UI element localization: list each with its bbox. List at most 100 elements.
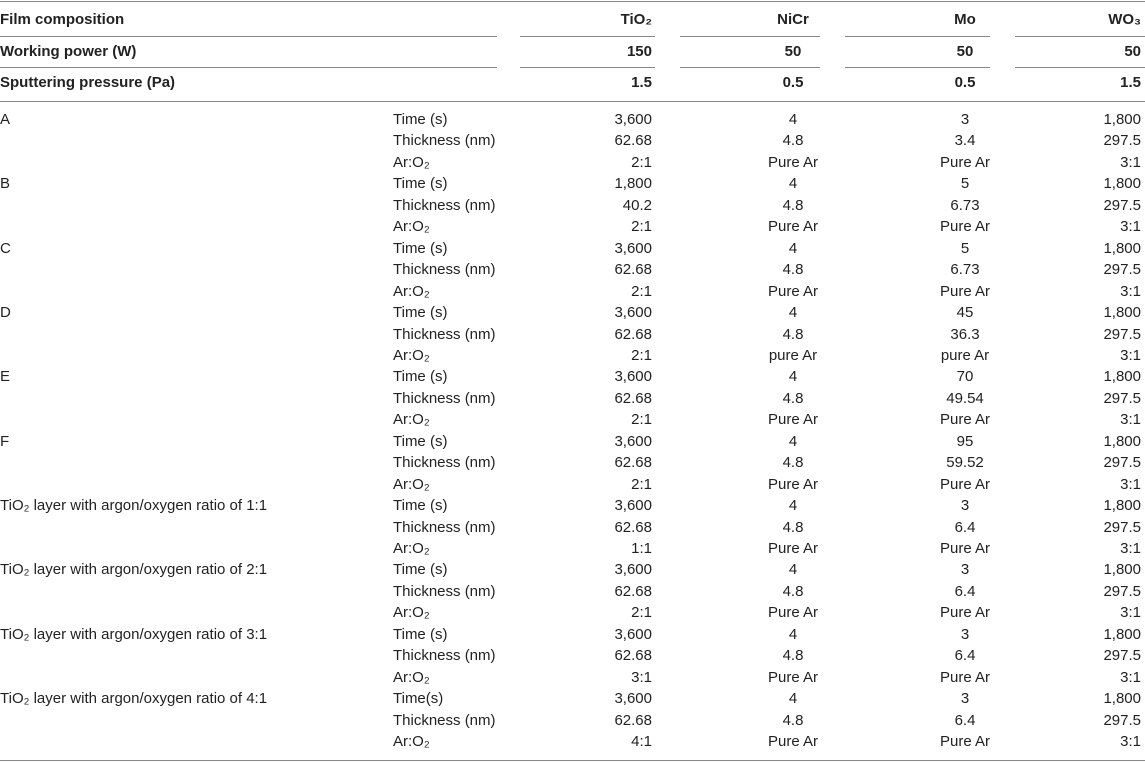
group-label: E <box>0 368 11 386</box>
value-cell: 4 <box>788 304 798 322</box>
value-cell: pure Ar <box>768 346 818 364</box>
parameter-label: Thickness (nm) <box>393 582 496 600</box>
value-cell: 4 <box>788 175 798 193</box>
value-cell: 3,600 <box>614 111 652 128</box>
value-cell: 3,600 <box>614 239 652 257</box>
value-cell: 297.5 <box>1103 196 1141 214</box>
header-label: Working power (W) <box>0 43 137 60</box>
parameter-label: Ar:O₂ <box>393 604 430 622</box>
value-cell: Pure Ar <box>767 218 819 236</box>
value-cell: 6.4 <box>954 711 976 729</box>
parameter-label: Thickness (nm) <box>393 261 496 279</box>
value-cell: 59.52 <box>946 454 984 472</box>
value-cell: 1,800 <box>1103 368 1141 386</box>
value-cell: 6.4 <box>954 647 976 665</box>
group-label: A <box>0 111 11 128</box>
parameter-label: Thickness (nm) <box>393 711 496 729</box>
value-cell: 297.5 <box>1103 454 1141 472</box>
value-cell: Pure Ar <box>939 604 991 622</box>
value-cell: Pure Ar <box>767 668 819 686</box>
value-cell: 36.3 <box>950 325 980 343</box>
value-cell: 4.8 <box>782 389 804 407</box>
header-cell: 1.5 <box>1120 74 1141 91</box>
value-cell: Pure Ar <box>939 668 991 686</box>
rule-line <box>520 36 655 37</box>
value-cell: 3,600 <box>614 561 652 579</box>
parameter-label: Ar:O₂ <box>393 411 430 429</box>
parameter-label: Thickness (nm) <box>393 389 496 407</box>
value-cell: 3 <box>960 111 970 128</box>
value-cell: Pure Ar <box>767 282 819 300</box>
value-cell: Pure Ar <box>767 733 819 751</box>
value-cell: Pure Ar <box>767 475 819 493</box>
value-cell: 95 <box>956 432 974 450</box>
header-cell: 50 <box>784 43 802 60</box>
rule-line <box>680 36 820 37</box>
value-cell: 6.73 <box>950 261 980 279</box>
header-cell: NiCr <box>777 11 809 28</box>
value-cell: Pure Ar <box>939 540 991 557</box>
header-cell: TiO₂ <box>620 11 652 28</box>
parameter-label: Thickness (nm) <box>393 132 496 150</box>
parameter-label: Ar:O₂ <box>393 218 430 236</box>
value-cell: 62.68 <box>614 389 652 407</box>
value-cell: 1,800 <box>1103 304 1141 322</box>
value-cell: 297.5 <box>1103 582 1141 600</box>
parameter-label: Time (s) <box>393 625 448 643</box>
rule-line <box>680 67 820 68</box>
value-cell: 4 <box>788 561 798 579</box>
header-cell: Mo <box>954 11 976 28</box>
value-cell: 62.68 <box>614 132 652 150</box>
value-cell: 3,600 <box>614 368 652 386</box>
value-cell: 4:1 <box>631 733 652 751</box>
value-cell: 4.8 <box>782 582 804 600</box>
parameter-label: Ar:O₂ <box>393 475 430 493</box>
parameter-label: Time (s) <box>393 432 448 450</box>
value-cell: 4.8 <box>782 261 804 279</box>
value-cell: 3:1 <box>1120 733 1141 751</box>
value-cell: 1,800 <box>1103 175 1141 193</box>
parameter-label: Thickness (nm) <box>393 647 496 665</box>
value-cell: Pure Ar <box>767 604 819 622</box>
header-label: Sputtering pressure (Pa) <box>0 74 176 91</box>
header-cell: 1.5 <box>631 74 652 91</box>
value-cell: 1,800 <box>1103 239 1141 257</box>
group-label: F <box>0 432 10 450</box>
value-cell: 5 <box>960 239 970 257</box>
value-cell: 4.8 <box>782 196 804 214</box>
parameter-label: Ar:O₂ <box>393 668 430 686</box>
value-cell: 2:1 <box>631 153 652 171</box>
value-cell: 2:1 <box>631 346 652 364</box>
value-cell: 49.54 <box>946 389 984 407</box>
parameter-label: Ar:O₂ <box>393 282 430 300</box>
value-cell: 3:1 <box>1120 411 1141 429</box>
value-cell: 3:1 <box>1120 282 1141 300</box>
value-cell: 1,800 <box>1103 497 1141 515</box>
value-cell: 3 <box>960 690 970 708</box>
value-cell: 62.68 <box>614 711 652 729</box>
value-cell: 3:1 <box>1120 604 1141 622</box>
value-cell: Pure Ar <box>939 733 991 751</box>
value-cell: 6.73 <box>950 196 980 214</box>
group-label: TiO₂ layer with argon/oxygen ratio of 2:… <box>0 561 268 579</box>
group-label: TiO₂ layer with argon/oxygen ratio of 4:… <box>0 690 268 708</box>
value-cell: Pure Ar <box>939 475 991 493</box>
parameter-label: Thickness (nm) <box>393 454 496 472</box>
value-cell: 1,800 <box>1103 111 1141 128</box>
header-cell: 50 <box>1124 43 1141 60</box>
parameter-label: Time (s) <box>393 561 448 579</box>
value-cell: 4.8 <box>782 132 804 150</box>
value-cell: 4.8 <box>782 325 804 343</box>
value-cell: 1,800 <box>1103 625 1141 643</box>
value-cell: 3,600 <box>614 304 652 322</box>
rule-line <box>0 36 497 37</box>
value-cell: 2:1 <box>631 475 652 493</box>
group-label: TiO₂ layer with argon/oxygen ratio of 1:… <box>0 497 268 515</box>
parameter-label: Time(s) <box>393 690 444 708</box>
value-cell: 4.8 <box>782 647 804 665</box>
value-cell: 3.4 <box>954 132 976 150</box>
parameter-label: Time (s) <box>393 239 448 257</box>
rule-line <box>520 67 655 68</box>
value-cell: 40.2 <box>622 196 652 214</box>
header-cell: 0.5 <box>782 74 804 91</box>
